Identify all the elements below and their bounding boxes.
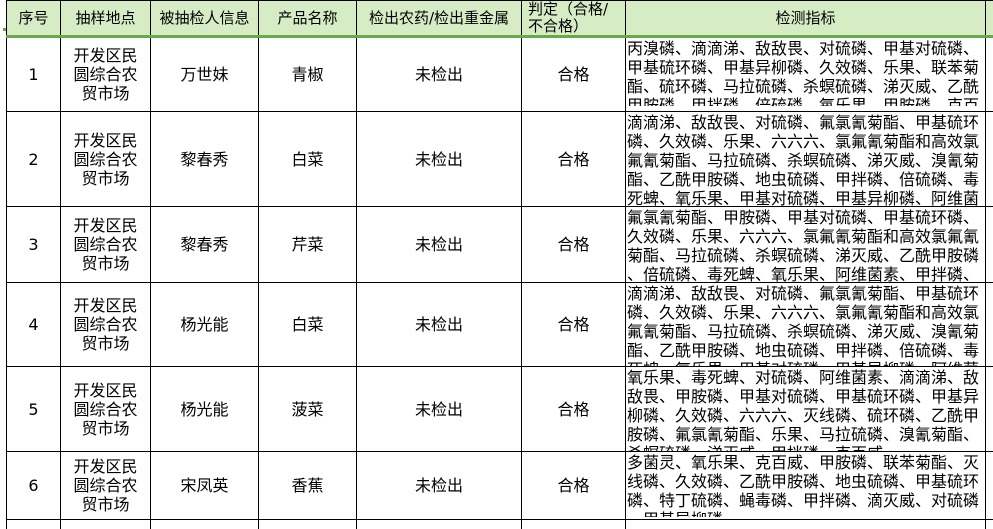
cell-detected[interactable]: 未检出 xyxy=(356,206,522,283)
cell-person[interactable]: 杨光能 xyxy=(150,282,259,367)
cell-sliver xyxy=(985,519,993,529)
cell-product[interactable]: 香蕉 xyxy=(258,451,357,520)
cell-indicators[interactable]: 多菌灵、氧乐果、克百威、甲胺磷、联苯菊酯、灭线磷、久效磷、乙酰甲胺磷、地虫硫磷、… xyxy=(625,451,986,520)
cell-empty[interactable] xyxy=(258,519,357,529)
cell-serial[interactable]: 5 xyxy=(6,366,61,452)
cell-location[interactable]: 开发区民圆综合农贸市场 xyxy=(60,111,151,207)
header-cell-location[interactable]: 抽样地点 xyxy=(60,0,151,38)
cell-indicators[interactable]: 氧乐果、毒死蜱、对硫磷、阿维菌素、滴滴涕、敌敌畏、甲胺磷、甲基对硫磷、甲基硫环磷… xyxy=(625,366,986,452)
cell-detected[interactable]: 未检出 xyxy=(356,282,522,367)
cell-empty[interactable] xyxy=(150,519,259,529)
header-cell-indicators[interactable]: 检测指标 xyxy=(625,0,986,38)
table-body: 1 开发区民圆综合农贸市场 万世妹 青椒 未检出 合格 丙溴磷、滴滴涕、敌敌畏、… xyxy=(6,36,993,529)
cell-empty[interactable] xyxy=(6,519,61,529)
cell-judgment[interactable]: 合格 xyxy=(521,111,626,207)
cell-detected[interactable]: 未检出 xyxy=(356,111,522,207)
cell-empty[interactable] xyxy=(625,519,986,529)
indicators-text: 滴滴涕、敌敌畏、对硫磷、氟氯氰菊酯、甲基硫环磷、久效磷、乐果、六六六、氯氟氰菊酯… xyxy=(627,113,980,206)
cell-sliver xyxy=(985,366,993,452)
indicators-text: 氧乐果、毒死蜱、对硫磷、阿维菌素、滴滴涕、敌敌畏、甲胺磷、甲基对硫磷、甲基硫环磷… xyxy=(627,368,980,451)
cell-location[interactable]: 开发区民圆综合农贸市场 xyxy=(60,36,151,112)
cell-indicators[interactable]: 滴滴涕、敌敌畏、对硫磷、氟氯氰菊酯、甲基硫环磷、久效磷、乐果、六六六、氯氟氰菊酯… xyxy=(625,111,986,207)
cell-detected[interactable]: 未检出 xyxy=(356,36,522,112)
cell-product[interactable]: 菠菜 xyxy=(258,366,357,452)
indicators-text: 多菌灵、氧乐果、克百威、甲胺磷、联苯菊酯、灭线磷、久效磷、乙酰甲胺磷、地虫硫磷、… xyxy=(627,453,980,517)
cell-judgment[interactable]: 合格 xyxy=(521,366,626,452)
cell-empty[interactable] xyxy=(60,519,151,529)
cell-product[interactable]: 青椒 xyxy=(258,36,357,112)
cell-sliver xyxy=(985,36,993,112)
header-cell-serial[interactable]: 序号 xyxy=(6,0,61,38)
cell-location[interactable]: 开发区民圆综合农贸市场 xyxy=(60,366,151,452)
cell-product[interactable]: 芹菜 xyxy=(258,206,357,283)
cell-person[interactable]: 杨光能 xyxy=(150,366,259,452)
cell-judgment[interactable]: 合格 xyxy=(521,282,626,367)
cell-serial[interactable]: 2 xyxy=(6,111,61,207)
header-cell-product[interactable]: 产品名称 xyxy=(258,0,357,38)
cell-person[interactable]: 宋凤英 xyxy=(150,451,259,520)
cell-product[interactable]: 白菜 xyxy=(258,111,357,207)
cell-serial[interactable]: 1 xyxy=(6,36,61,112)
table-row: 4 开发区民圆综合农贸市场 杨光能 白菜 未检出 合格 滴滴涕、敌敌畏、对硫磷、… xyxy=(6,282,993,367)
header-cell-detected[interactable]: 检出农药/检出重金属 xyxy=(356,0,522,38)
table-row: 3 开发区民圆综合农贸市场 黎春秀 芹菜 未检出 合格 氟氯氰菊酯、甲胺磷、甲基… xyxy=(6,206,993,283)
cell-serial[interactable]: 4 xyxy=(6,282,61,367)
cell-judgment[interactable]: 合格 xyxy=(521,206,626,283)
cell-person[interactable]: 万世妹 xyxy=(150,36,259,112)
cell-detected[interactable]: 未检出 xyxy=(356,366,522,452)
table-row: 1 开发区民圆综合农贸市场 万世妹 青椒 未检出 合格 丙溴磷、滴滴涕、敌敌畏、… xyxy=(6,36,993,112)
cell-sliver xyxy=(985,451,993,520)
cell-indicators[interactable]: 丙溴磷、滴滴涕、敌敌畏、对硫磷、甲基对硫磷、甲基硫环磷、甲基异柳磷、久效磷、乐果… xyxy=(625,36,986,112)
table-row: 6 开发区民圆综合农贸市场 宋凤英 香蕉 未检出 合格 多菌灵、氧乐果、克百威、… xyxy=(6,451,993,520)
header-cell-next-column-sliver xyxy=(985,0,993,38)
cell-sliver xyxy=(985,111,993,207)
cell-indicators[interactable]: 滴滴涕、敌敌畏、对硫磷、氟氯氰菊酯、甲基硫环磷、久效磷、乐果、六六六、氯氟氰菊酯… xyxy=(625,282,986,367)
cell-sliver xyxy=(985,282,993,367)
cell-location[interactable]: 开发区民圆综合农贸市场 xyxy=(60,206,151,283)
cell-empty[interactable] xyxy=(356,519,522,529)
cell-location[interactable]: 开发区民圆综合农贸市场 xyxy=(60,282,151,367)
cell-serial[interactable]: 6 xyxy=(6,451,61,520)
indicators-text: 氟氯氰菊酯、甲胺磷、甲基对硫磷、甲基硫环磷、久效磷、乐果、六六六、氯氟氰菊酯和高… xyxy=(627,208,980,282)
gutter-green-notch xyxy=(3,28,6,31)
cell-judgment[interactable]: 合格 xyxy=(521,36,626,112)
header-cell-person[interactable]: 被抽检人信息 xyxy=(150,0,259,38)
cell-product[interactable]: 白菜 xyxy=(258,282,357,367)
left-gutter xyxy=(0,0,6,529)
cell-judgment[interactable]: 合格 xyxy=(521,451,626,520)
table-row: 5 开发区民圆综合农贸市场 杨光能 菠菜 未检出 合格 氧乐果、毒死蜱、对硫磷、… xyxy=(6,366,993,452)
cell-indicators[interactable]: 氟氯氰菊酯、甲胺磷、甲基对硫磷、甲基硫环磷、久效磷、乐果、六六六、氯氟氰菊酯和高… xyxy=(625,206,986,283)
table-row-partial xyxy=(6,519,993,529)
table-header: 序号 抽样地点 被抽检人信息 产品名称 检出农药/检出重金属 判定（合格/不合格… xyxy=(6,0,993,38)
cell-person[interactable]: 黎春秀 xyxy=(150,206,259,283)
cell-person[interactable]: 黎春秀 xyxy=(150,111,259,207)
cell-detected[interactable]: 未检出 xyxy=(356,451,522,520)
indicators-text: 滴滴涕、敌敌畏、对硫磷、氟氯氰菊酯、甲基硫环磷、久效磷、乐果、六六六、氯氟氰菊酯… xyxy=(627,284,980,366)
inspection-table: 序号 抽样地点 被抽检人信息 产品名称 检出农药/检出重金属 判定（合格/不合格… xyxy=(6,0,993,529)
header-cell-judgment[interactable]: 判定（合格/不合格） xyxy=(521,0,626,38)
table-row: 2 开发区民圆综合农贸市场 黎春秀 白菜 未检出 合格 滴滴涕、敌敌畏、对硫磷、… xyxy=(6,111,993,207)
cell-sliver xyxy=(985,206,993,283)
header-row: 序号 抽样地点 被抽检人信息 产品名称 检出农药/检出重金属 判定（合格/不合格… xyxy=(6,0,993,38)
cell-location[interactable]: 开发区民圆综合农贸市场 xyxy=(60,451,151,520)
cell-serial[interactable]: 3 xyxy=(6,206,61,283)
cell-empty[interactable] xyxy=(521,519,626,529)
indicators-text: 丙溴磷、滴滴涕、敌敌畏、对硫磷、甲基对硫磷、甲基硫环磷、甲基异柳磷、久效磷、乐果… xyxy=(627,39,980,106)
